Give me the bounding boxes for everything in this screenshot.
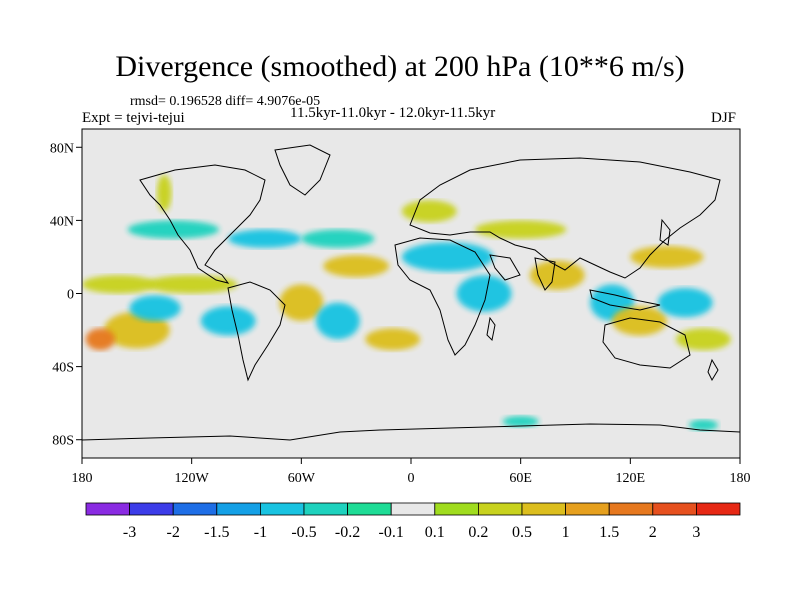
plot-title: Divergence (smoothed) at 200 hPa (10**6 … <box>115 50 685 83</box>
period-label: 11.5kyr-11.0kyr - 12.0kyr-11.5kyr <box>290 105 496 121</box>
colorbar-swatch-2 <box>172 502 218 516</box>
divergence-region-1 <box>85 328 115 351</box>
colorbar-swatch-12 <box>608 502 654 516</box>
colorbar-swatch-1 <box>129 502 174 516</box>
divergence-region-16 <box>529 260 585 290</box>
y-tick-label-1: 40N <box>50 214 74 229</box>
divergence-region-19 <box>657 288 713 318</box>
divergence-region-4 <box>82 275 156 294</box>
colorbar-label-12: 2 <box>649 524 657 541</box>
divergence-region-6 <box>228 229 302 248</box>
colorbar-label-7: 0.1 <box>425 524 445 541</box>
y-axis-ticks: 80N 40N 0 40S 80S <box>50 141 82 449</box>
coastline-antarctica <box>82 423 740 441</box>
colorbar-swatch-0 <box>85 502 130 516</box>
y-tick-label-4: 80S <box>52 434 74 449</box>
coastline-indonesia <box>589 289 661 311</box>
divergence-region-14 <box>456 275 512 312</box>
colorbar-swatch-13 <box>652 502 697 516</box>
colorbar-swatch-7 <box>390 502 436 516</box>
coastline-south-america <box>227 281 286 382</box>
divergence-region-10 <box>315 302 360 340</box>
stats-label: rmsd= 0.196528 diff= 4.9076e-05 <box>130 94 321 109</box>
x-tick-label-0: 180 <box>72 471 93 486</box>
experiment-label: Expt = tejvi-tejui <box>82 110 185 126</box>
colorbar-label-13: 3 <box>692 524 700 541</box>
divergence-region-22 <box>502 415 539 427</box>
colorbar-swatch-9 <box>477 502 523 516</box>
x-axis-ticks: 180 120W 60W 0 60E 120E 180 <box>72 458 751 486</box>
coastline-north-america <box>139 164 266 284</box>
coastline-greenland <box>274 144 331 196</box>
colorbar-swatch-10 <box>521 502 566 516</box>
divergence-region-5 <box>200 306 256 336</box>
colorbar-label-3: -1 <box>254 524 267 541</box>
divergence-region-24 <box>365 328 421 351</box>
divergence-region-23 <box>688 419 719 431</box>
coastline-india <box>534 257 556 291</box>
divergence-region-21 <box>676 328 731 351</box>
divergence-region-0 <box>103 311 170 349</box>
colorbar-label-6: -0.1 <box>379 524 404 541</box>
map-background <box>82 129 740 458</box>
colorbar-label-10: 1 <box>562 524 570 541</box>
coastline-africa <box>394 237 491 356</box>
divergence-region-25 <box>401 200 457 223</box>
colorbar-label-1: -2 <box>167 524 180 541</box>
divergence-region-2 <box>129 295 181 321</box>
coastline-japan <box>659 218 671 246</box>
divergence-region-9 <box>279 284 324 321</box>
colorbar-swatch-4 <box>259 502 305 516</box>
colorbar-label-9: 0.5 <box>512 524 532 541</box>
colorbar-swatch-5 <box>303 502 348 516</box>
x-tick-label-4: 60E <box>509 471 532 486</box>
divergence-region-12 <box>301 229 375 248</box>
colorbar-swatch-11 <box>565 502 610 516</box>
coastline-arabia <box>489 254 521 281</box>
colorbar-swatch-6 <box>347 502 392 516</box>
divergence-region-7 <box>127 220 220 239</box>
colorbar-swatch-14 <box>696 502 741 516</box>
x-tick-label-1: 120W <box>175 471 210 486</box>
coastline-layer <box>82 144 740 441</box>
coastline-eurasia <box>409 157 721 279</box>
divergence-region-13 <box>401 242 494 272</box>
coastline-madagascar <box>486 316 496 342</box>
colorbar-label-5: -0.2 <box>335 524 360 541</box>
x-tick-label-5: 120E <box>616 471 646 486</box>
y-tick-label-3: 40S <box>52 361 74 376</box>
coastline-new-zealand <box>707 358 719 382</box>
y-tick-label-0: 80N <box>50 141 74 156</box>
colorbar-label-11: 1.5 <box>599 524 619 541</box>
y-tick-label-2: 0 <box>67 288 74 303</box>
colorbar-swatch-3 <box>216 502 261 516</box>
colorbar-label-2: -1.5 <box>204 524 229 541</box>
colorbar-label-4: -0.5 <box>291 524 316 541</box>
divergence-region-8 <box>156 174 172 212</box>
season-label: DJF <box>711 110 737 126</box>
x-tick-label-2: 60W <box>288 471 316 486</box>
colorbar-label-0: -3 <box>123 524 136 541</box>
divergence-region-20 <box>630 245 704 268</box>
colorbar-swatch-8 <box>434 502 479 516</box>
divergence-region-18 <box>612 306 667 336</box>
coastline-australia <box>602 317 691 369</box>
colorbar-label-8: 0.2 <box>468 524 488 541</box>
divergence-field-layer <box>82 174 731 431</box>
divergence-region-11 <box>323 255 390 278</box>
colorbar: -3 -2 -1.5 -1 -0.5 -0.2 -0.1 0.1 0.2 0.5 1 1.5 2 3 <box>85 502 741 541</box>
x-tick-label-6: 180 <box>730 471 751 486</box>
x-tick-label-3: 0 <box>408 471 415 486</box>
divergence-region-15 <box>474 220 567 239</box>
divergence-region-3 <box>145 275 238 294</box>
